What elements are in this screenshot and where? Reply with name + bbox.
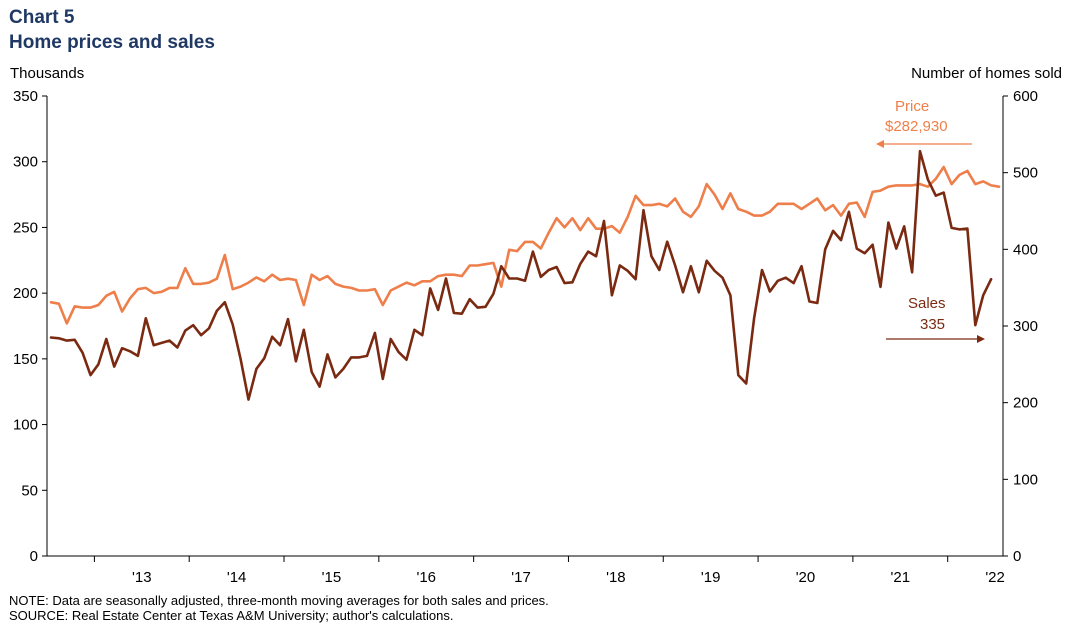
- sales-annotation-label: Sales: [908, 295, 946, 312]
- series-line-sales: [49, 149, 993, 401]
- x-tick-label: '21: [891, 569, 911, 586]
- x-tick-label: '17: [511, 569, 531, 586]
- right-tick-label: 100: [1013, 471, 1038, 488]
- x-tick-label: '18: [606, 569, 626, 586]
- price-annotation-value: $282,930: [885, 118, 948, 135]
- x-tick-label: '22: [985, 569, 1005, 586]
- left-axis-title: Thousands: [10, 65, 85, 82]
- left-tick-label: 250: [13, 219, 38, 236]
- footnote-note: NOTE: Data are seasonally adjusted, thre…: [9, 593, 549, 608]
- sales-arrow-head: [977, 335, 985, 343]
- series-line-price: [49, 165, 1001, 325]
- x-tick-label: '16: [416, 569, 436, 586]
- left-tick-label: 0: [30, 548, 38, 565]
- sales-annotation-value: 335: [920, 316, 945, 333]
- right-tick-label: 0: [1013, 548, 1021, 565]
- series-lines: [49, 149, 1001, 401]
- annotations: Price $282,930 Sales 335: [876, 98, 985, 343]
- left-tick-label: 50: [21, 482, 38, 499]
- x-tick-label: '13: [132, 569, 152, 586]
- x-tick-label: '15: [322, 569, 342, 586]
- right-tick-label: 600: [1013, 88, 1038, 105]
- left-tick-label: 150: [13, 351, 38, 368]
- chart-title: Home prices and sales: [9, 32, 215, 53]
- right-axis-title: Number of homes sold: [911, 65, 1062, 82]
- price-arrow-head: [876, 140, 884, 148]
- left-tick-label: 100: [13, 417, 38, 434]
- x-tick-label: '14: [227, 569, 247, 586]
- chart-number: Chart 5: [9, 7, 75, 28]
- footnote-source: SOURCE: Real Estate Center at Texas A&M …: [9, 608, 454, 623]
- right-axis-ticks: 0 100 200 300 400 500 600: [1003, 88, 1038, 565]
- right-tick-label: 300: [1013, 318, 1038, 335]
- left-tick-label: 200: [13, 285, 38, 302]
- price-annotation-label: Price: [895, 98, 929, 115]
- left-tick-label: 300: [13, 154, 38, 171]
- right-tick-label: 400: [1013, 241, 1038, 258]
- x-axis-ticks: '13 '14 '15 '16 '17 '18 '19 '20 '21 '22: [93, 556, 1005, 586]
- right-tick-label: 200: [1013, 395, 1038, 412]
- x-tick-label: '19: [701, 569, 721, 586]
- left-axis-ticks: 0 50 100 150 200 250 300 350: [13, 88, 47, 565]
- right-tick-label: 500: [1013, 165, 1038, 182]
- chart-plot: 0 50 100 150 200 250 300 350 0 100 200 300 400 500 60…: [13, 88, 1038, 586]
- x-tick-label: '20: [796, 569, 816, 586]
- left-tick-label: 350: [13, 88, 38, 105]
